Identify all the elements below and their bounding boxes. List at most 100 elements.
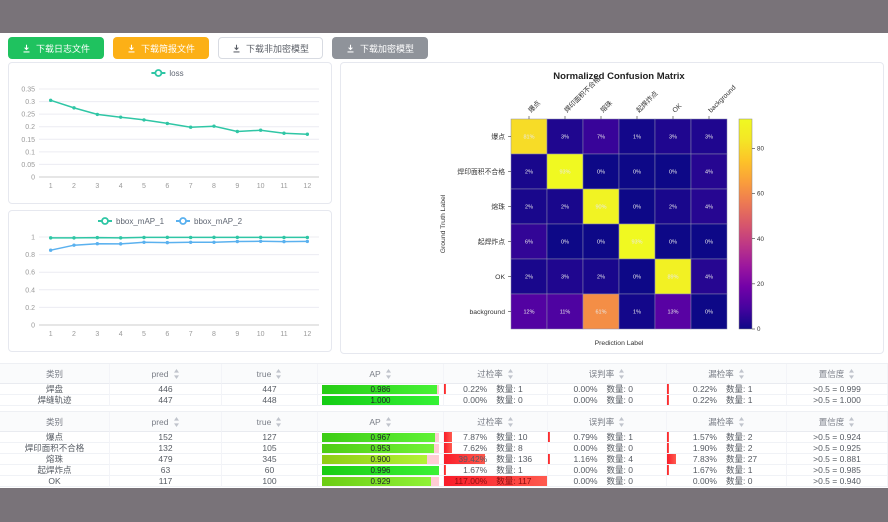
column-header-label: pred (151, 416, 169, 427)
column-header-category: 类别 (0, 412, 110, 432)
download-encrypted-model-button[interactable]: 下载加密模型 (332, 37, 429, 59)
matrix-cell (654, 118, 692, 155)
sort-icon[interactable] (173, 368, 180, 379)
column-header-confidence[interactable]: 置信度 (787, 412, 888, 432)
x-tick-label: 12 (303, 331, 311, 338)
data-point (235, 129, 240, 134)
sort-icon[interactable] (618, 368, 625, 379)
sort-icon[interactable] (385, 368, 392, 379)
colorbar-tick-label: 80 (757, 146, 764, 153)
matrix-cell-value: 6% (525, 240, 533, 246)
sort-icon[interactable] (173, 416, 180, 427)
column-header-label: AP (369, 416, 381, 427)
legend-item-bbox_mAP_2[interactable]: bbox_mAP_2 (176, 217, 243, 226)
table-row: 起焊炸点 63 60 0.996 1.67% 数量: 1 0.00% 数量: 0 1.67% 数量… (0, 465, 888, 476)
cell-category: 焊印面积不合格 (0, 443, 110, 454)
ap-bar: 0.953 (322, 443, 439, 453)
sort-icon[interactable] (848, 416, 855, 427)
cell-true: 448 (222, 395, 318, 406)
download-log-button[interactable]: 下载日志文件 (8, 37, 105, 59)
y-tick-label: 0.2 (25, 124, 35, 131)
matrix-cell-value: 2% (669, 205, 677, 211)
colorbar-tick-label: 60 (757, 191, 764, 198)
matrix-cell (546, 153, 584, 190)
download-report-button[interactable]: 下载简报文件 (113, 37, 210, 59)
matrix-cell-value: 2% (561, 205, 569, 211)
metrics-table-1: 类别 pred true AP 过检率 误判率 漏检率 置信度 焊盘 446 447 0.986 0.2… (0, 363, 888, 406)
data-point (118, 242, 123, 246)
matrix-cell-value: 0% (633, 275, 641, 281)
loss-chart-card: 0 0.05 0.1 0.15 0.2 0.25 0.3 0.35 1 2 3 4 5 6 7 8 9 10 11 1… (8, 62, 332, 204)
x-axis-title: Prediction Label (595, 340, 644, 347)
sort-icon[interactable] (507, 368, 514, 379)
data-point (305, 235, 310, 240)
cell-confidence: >0.5 = 0.881 (787, 454, 888, 465)
legend-item-loss[interactable]: loss (151, 69, 184, 78)
data-point (165, 121, 170, 126)
column-header-ap[interactable]: AP (318, 412, 444, 432)
column-header-misjudge-rate[interactable]: 误判率 (548, 364, 667, 384)
cell-true: 127 (222, 432, 318, 443)
rate-value: 1.16% (573, 454, 598, 464)
sort-icon[interactable] (275, 368, 282, 379)
matrix-cell (582, 118, 620, 155)
data-point (305, 239, 310, 244)
data-point (165, 235, 170, 240)
table-header-row: 类别 pred true AP 过检率 误判率 漏检率 置信度 (0, 363, 888, 384)
data-point (142, 240, 146, 244)
legend-item-bbox_mAP_1[interactable]: bbox_mAP_1 (98, 217, 165, 226)
matrix-cell (690, 293, 728, 330)
sort-icon[interactable] (618, 416, 625, 427)
column-header-over-rate[interactable]: 过检率 (444, 412, 548, 432)
x-tick-label: 5 (142, 183, 146, 190)
y-axis-category-label: 熔珠 (491, 202, 505, 211)
column-header-pred[interactable]: pred (110, 412, 222, 432)
column-header-label: 类别 (45, 416, 63, 427)
sort-icon[interactable] (738, 368, 745, 379)
rate-count: 数量: 8 (496, 443, 523, 453)
cell-over-rate: 7.62% 数量: 8 (444, 443, 548, 454)
table-gap (0, 406, 888, 411)
sort-icon[interactable] (507, 416, 514, 427)
column-header-confidence[interactable]: 置信度 (787, 364, 888, 384)
cell-miss-rate: 1.67% 数量: 1 (667, 465, 787, 476)
rate-value: 117.00% (454, 476, 488, 486)
column-header-ap[interactable]: AP (318, 364, 444, 384)
matrix-cell (618, 293, 656, 330)
sort-icon[interactable] (848, 368, 855, 379)
download-unencrypted-model-button[interactable]: 下载非加密模型 (218, 37, 324, 59)
loss-line-chart: 00.050.10.150.20.250.30.351 2 3 4 5 6 7 8 9 10 11 1… (21, 69, 319, 190)
column-header-miss-rate[interactable]: 漏检率 (667, 412, 787, 432)
sort-icon[interactable] (275, 416, 282, 427)
column-header-label: pred (151, 368, 169, 379)
cell-ap: 0.996 (318, 465, 444, 476)
metrics-tables: 类别 pred true AP 过检率 误判率 漏检率 置信度 焊盘 446 447 0.986 0.2… (0, 363, 888, 487)
rate-count: 数量: 1 (496, 465, 523, 475)
column-header-over-rate[interactable]: 过检率 (444, 364, 548, 384)
column-header-misjudge-rate[interactable]: 误判率 (548, 412, 667, 432)
sort-icon[interactable] (738, 416, 745, 427)
x-tick-label: 11 (280, 331, 287, 338)
cell-category: 焊盘 (0, 384, 110, 395)
rate-bar (667, 384, 669, 394)
data-point (188, 240, 193, 244)
cell-confidence: >0.5 = 1.000 (787, 395, 888, 406)
matrix-cell-value: 3% (561, 135, 569, 141)
rate-count: 数量: 136 (496, 454, 533, 464)
download-icon (347, 44, 354, 52)
sort-icon[interactable] (385, 416, 392, 427)
column-header-miss-rate[interactable]: 漏检率 (667, 364, 787, 384)
cell-misjudge-rate: 0.00% 数量: 0 (548, 395, 667, 406)
ap-bar: 1.000 (322, 395, 439, 405)
cell-over-rate: 39.42% 数量: 136 (444, 454, 548, 465)
y-tick-label: 0.3 (25, 99, 35, 106)
download-icon (128, 44, 135, 52)
column-header-pred[interactable]: pred (110, 364, 222, 384)
column-header-true[interactable]: true (222, 364, 318, 384)
rate-count: 数量: 0 (606, 384, 633, 394)
cell-ap: 0.986 (318, 384, 444, 395)
y-tick-label: 0 (31, 175, 35, 182)
column-header-true[interactable]: true (222, 412, 318, 432)
x-axis-category-label: background (707, 84, 737, 114)
